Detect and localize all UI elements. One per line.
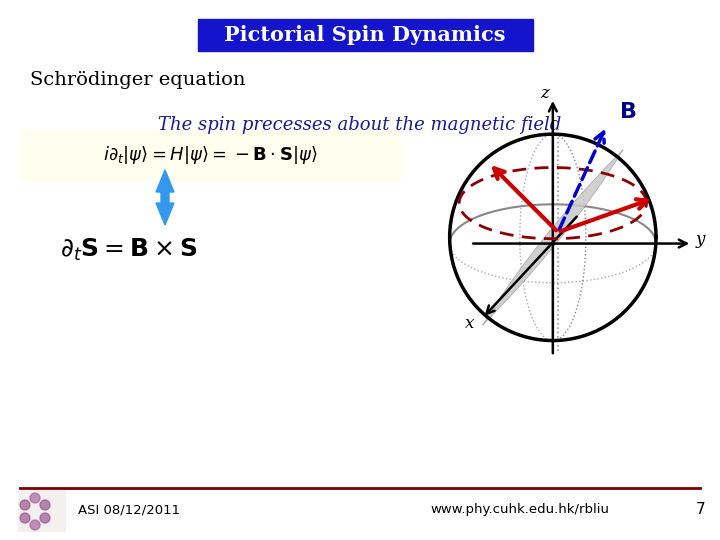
Text: The spin precesses about the magnetic field: The spin precesses about the magnetic fi… bbox=[158, 116, 562, 134]
Text: 7: 7 bbox=[696, 503, 705, 517]
Text: $\partial_t\mathbf{S} = \mathbf{B}\times\mathbf{S}$: $\partial_t\mathbf{S} = \mathbf{B}\times… bbox=[60, 237, 197, 263]
FancyBboxPatch shape bbox=[20, 129, 400, 181]
Text: $i\partial_t|\psi\rangle = H|\psi\rangle = -\mathbf{B}\cdot\mathbf{S}|\psi\rangl: $i\partial_t|\psi\rangle = H|\psi\rangle… bbox=[103, 144, 318, 166]
Circle shape bbox=[40, 513, 50, 523]
Text: Pictorial Spin Dynamics: Pictorial Spin Dynamics bbox=[224, 25, 505, 45]
Text: ASI 08/12/2011: ASI 08/12/2011 bbox=[78, 503, 180, 516]
FancyBboxPatch shape bbox=[197, 19, 533, 51]
Text: $\mathbf{B}$: $\mathbf{B}$ bbox=[619, 100, 636, 123]
Circle shape bbox=[30, 493, 40, 503]
Text: y: y bbox=[696, 231, 705, 247]
Circle shape bbox=[30, 520, 40, 530]
Text: www.phy.cuhk.edu.hk/rbliu: www.phy.cuhk.edu.hk/rbliu bbox=[430, 503, 609, 516]
Text: Schrödinger equation: Schrödinger equation bbox=[30, 71, 246, 89]
Text: z: z bbox=[541, 85, 549, 102]
FancyBboxPatch shape bbox=[18, 490, 66, 532]
Circle shape bbox=[20, 513, 30, 523]
Circle shape bbox=[20, 500, 30, 510]
Text: x: x bbox=[465, 315, 474, 332]
Polygon shape bbox=[482, 150, 623, 325]
Circle shape bbox=[40, 500, 50, 510]
Polygon shape bbox=[156, 170, 174, 225]
